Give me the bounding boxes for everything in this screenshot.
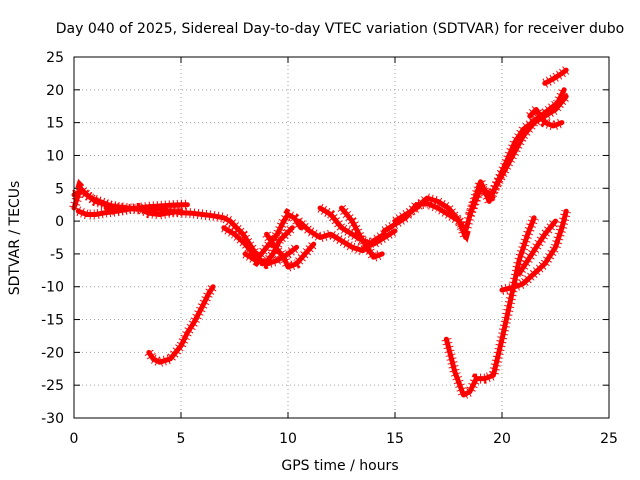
x-tick-label: 20 [493, 431, 511, 447]
y-tick-label: -25 [41, 378, 64, 394]
series-markers-arc-mid-right [500, 209, 572, 295]
series-line-arc-low-right [443, 215, 537, 398]
series-markers-arc-right-dash [514, 217, 560, 277]
series-markers-arc-main [69, 178, 296, 271]
series-line-arc-d [264, 231, 317, 270]
series-markers-arc-low-right [441, 215, 539, 403]
series-line-arc-early-a [71, 189, 128, 211]
series-line-arc-low-left [146, 284, 216, 365]
y-tick-label: 0 [55, 214, 64, 230]
series-markers-arc-top [542, 66, 570, 88]
series-line-arc-c [242, 212, 304, 263]
series-markers-arc-early-c [104, 202, 182, 220]
x-axis-label: GPS time / hours [281, 458, 398, 474]
y-tick-label: -30 [41, 411, 64, 427]
y-tick-label: -5 [50, 247, 64, 263]
x-tick-label: 10 [279, 431, 297, 447]
y-tick-label: 25 [46, 50, 64, 66]
series-markers-arc-k [526, 101, 564, 132]
data-series [69, 66, 572, 403]
x-tick-label: 25 [600, 431, 618, 447]
y-tick-label: 10 [46, 148, 64, 164]
chart-title: Day 040 of 2025, Sidereal Day-to-day VTE… [56, 21, 624, 37]
y-tick-label: 15 [46, 116, 64, 132]
x-tick-label: 5 [177, 431, 186, 447]
x-tick-labels: 0 5 10 15 20 25 [70, 431, 618, 447]
y-tick-label: -15 [41, 313, 64, 329]
x-tick-label: 0 [70, 431, 79, 447]
plot-frame [73, 56, 610, 419]
y-tick-label: -10 [41, 280, 64, 296]
x-tick-label: 15 [386, 431, 404, 447]
series-markers-arc-j [465, 93, 571, 217]
y-tick-label: -20 [41, 345, 64, 361]
series-markers-arc-g [337, 204, 384, 264]
y-tick-label: 20 [46, 83, 64, 99]
y-tick-label: 5 [55, 181, 64, 197]
y-axis-label: SDTVAR / TECUs [7, 181, 23, 296]
series-markers-arc-f [317, 203, 398, 250]
y-tick-labels: -30 -25 -20 -15 -10 -5 0 5 10 15 20 25 [41, 50, 64, 427]
series-markers-arc-early-b [76, 199, 188, 220]
series-markers-arc-low-left [144, 283, 218, 368]
